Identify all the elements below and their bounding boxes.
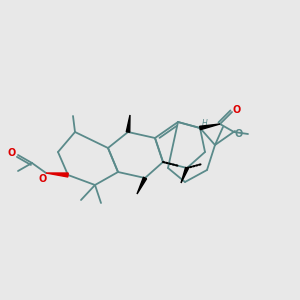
Text: H: H xyxy=(202,119,208,128)
Text: O: O xyxy=(235,129,243,139)
Text: O: O xyxy=(8,148,16,158)
Polygon shape xyxy=(46,173,68,177)
Polygon shape xyxy=(137,177,147,194)
Text: O: O xyxy=(233,105,241,115)
Polygon shape xyxy=(181,167,188,183)
Text: O: O xyxy=(39,174,47,184)
Polygon shape xyxy=(126,115,130,132)
Polygon shape xyxy=(200,124,220,130)
